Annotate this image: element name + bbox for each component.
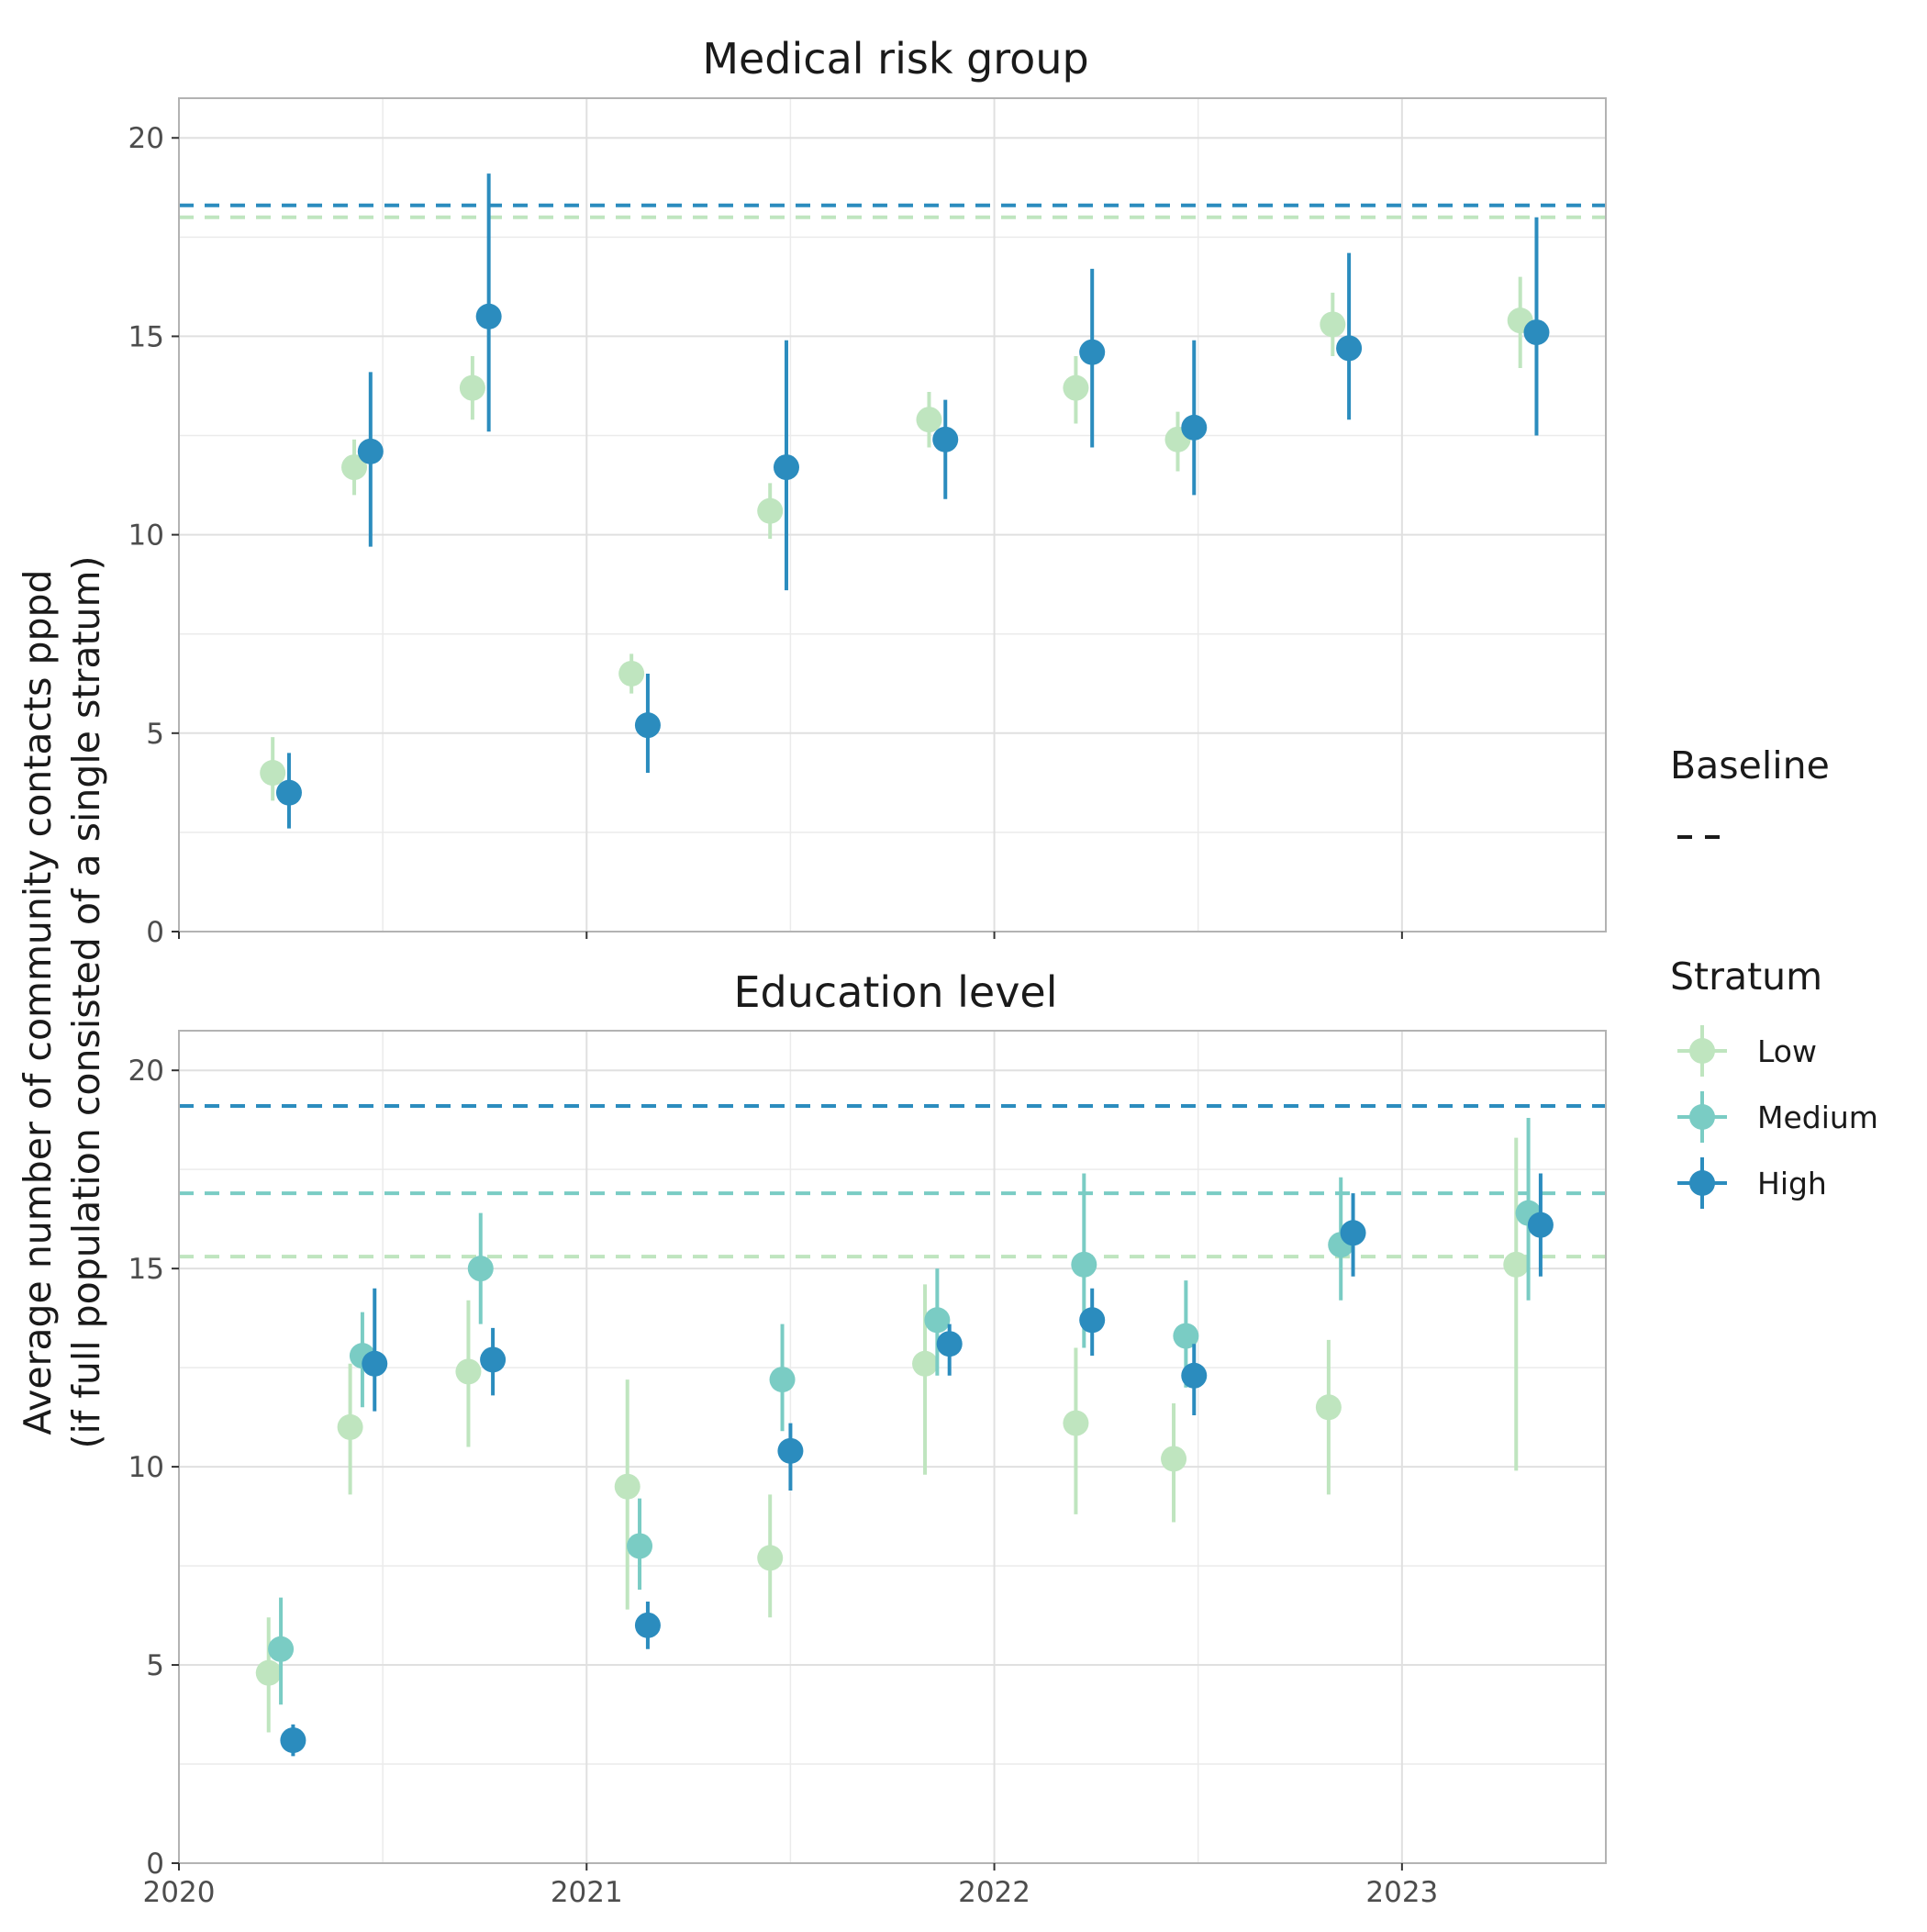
- data-point-high: [1523, 319, 1550, 346]
- data-point-high: [1181, 1362, 1208, 1389]
- data-point-high: [1181, 414, 1208, 441]
- panel-medical-risk-group: 0 5 10 15 20: [128, 97, 1607, 949]
- data-point-high: [634, 1612, 661, 1638]
- data-point-high: [1527, 1212, 1554, 1238]
- y-tick-label: 10: [128, 1451, 164, 1484]
- data-point-low: [1320, 311, 1346, 338]
- data-point-high: [480, 1346, 507, 1373]
- panel-background: [179, 98, 1606, 932]
- panel-background: [179, 1031, 1606, 1863]
- data-point-high: [280, 1727, 306, 1754]
- legend-keys: Low Medium High: [1677, 1025, 1878, 1209]
- data-point-medium: [924, 1307, 951, 1334]
- data-point-low: [260, 760, 286, 787]
- x-tick-label: 2020: [143, 1876, 216, 1909]
- data-point-medium: [1071, 1251, 1097, 1278]
- y-tick-label: 5: [146, 718, 164, 751]
- data-point-low: [618, 660, 645, 687]
- panel-title-education-level: Education level: [733, 967, 1057, 1017]
- data-point-medium: [268, 1636, 295, 1662]
- legend: Baseline Stratum Low Medium High: [1670, 743, 1878, 1209]
- data-point-high: [634, 712, 661, 739]
- data-point-low: [255, 1659, 282, 1686]
- data-point-medium: [467, 1256, 494, 1282]
- data-point-high: [1336, 335, 1363, 362]
- legend-key-point-high: [1689, 1170, 1715, 1196]
- legend-key-point-medium: [1689, 1104, 1715, 1130]
- y-tick-label: 0: [146, 1848, 164, 1881]
- y-tick-label: 20: [128, 1055, 164, 1088]
- data-point-low: [1315, 1394, 1342, 1421]
- x-tick-label: 2022: [958, 1876, 1030, 1909]
- data-point-low: [455, 1358, 482, 1385]
- data-point-high: [275, 779, 302, 806]
- data-point-medium: [627, 1533, 653, 1559]
- data-point-low: [337, 1413, 363, 1440]
- y-axis-title: Average number of community contacts ppp…: [16, 569, 60, 1435]
- y-tick-label: 20: [128, 122, 164, 155]
- legend-key-point-low: [1689, 1038, 1715, 1064]
- legend-label-medium: Medium: [1757, 1100, 1878, 1135]
- y-tick-label: 10: [128, 519, 164, 553]
- data-point-low: [459, 374, 485, 401]
- y-tick-label: 0: [146, 916, 164, 949]
- x-tick-label: 2021: [551, 1876, 623, 1909]
- data-point-high: [1079, 1307, 1106, 1334]
- legend-label-high: High: [1757, 1166, 1827, 1201]
- data-point-low: [341, 454, 368, 481]
- data-point-low: [912, 1350, 939, 1377]
- data-point-high: [1340, 1220, 1366, 1246]
- data-point-high: [475, 303, 502, 329]
- y-axis-title-line2: (if full population consisted of a singl…: [64, 556, 108, 1449]
- legend-label-low: Low: [1757, 1033, 1817, 1069]
- data-point-high: [362, 1350, 388, 1377]
- y-tick-label: 15: [128, 320, 164, 353]
- data-point-low: [1063, 374, 1089, 401]
- legend-title-baseline: Baseline: [1670, 743, 1830, 787]
- data-point-high: [773, 454, 799, 481]
- data-point-low: [757, 1545, 784, 1571]
- data-point-medium: [769, 1367, 796, 1393]
- panel-border: [178, 97, 1607, 932]
- data-point-high: [936, 1331, 963, 1357]
- data-point-high: [357, 438, 384, 464]
- data-point-low: [1161, 1446, 1187, 1472]
- panel-title-medical-risk-group: Medical risk group: [702, 34, 1088, 84]
- panel-border: [178, 1030, 1607, 1864]
- x-tick-label: 2023: [1365, 1876, 1438, 1909]
- data-point-high: [1079, 339, 1106, 365]
- data-point-low: [1503, 1251, 1530, 1278]
- data-point-low: [916, 407, 942, 433]
- y-tick-label: 5: [146, 1649, 164, 1682]
- y-tick-label: 15: [128, 1253, 164, 1286]
- data-point-low: [614, 1473, 640, 1500]
- data-point-medium: [1173, 1323, 1199, 1349]
- data-point-low: [757, 497, 784, 524]
- data-point-low: [1063, 1410, 1089, 1436]
- data-point-high: [932, 426, 959, 452]
- legend-title-stratum: Stratum: [1670, 955, 1822, 999]
- data-point-high: [777, 1437, 804, 1464]
